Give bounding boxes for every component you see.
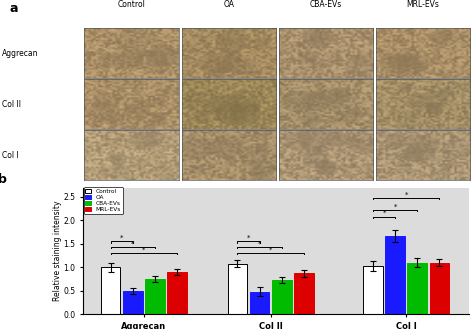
Text: MRL-EVs: MRL-EVs [407, 0, 439, 9]
Text: Control: Control [118, 0, 146, 9]
Bar [250, 292, 270, 314]
Text: Aggrecan: Aggrecan [2, 49, 39, 58]
Text: OA: OA [223, 0, 234, 9]
Bar [123, 291, 143, 314]
Bar [145, 279, 164, 314]
Bar [408, 263, 428, 314]
Bar [363, 266, 383, 314]
Text: *: * [131, 240, 134, 247]
Text: *: * [247, 235, 250, 241]
Text: *: * [142, 246, 146, 252]
Bar [100, 267, 120, 314]
Text: a: a [9, 2, 18, 15]
Text: *: * [405, 192, 408, 198]
Bar [272, 280, 292, 314]
Text: *: * [120, 235, 123, 241]
Bar [294, 273, 314, 314]
Bar [228, 264, 247, 314]
Text: CBA-EVs: CBA-EVs [310, 0, 342, 9]
Text: *: * [269, 246, 272, 252]
Bar [385, 236, 405, 314]
Text: *: * [383, 210, 386, 216]
Text: Col I: Col I [2, 151, 19, 160]
Bar [167, 272, 187, 314]
Text: *: * [258, 240, 261, 247]
Y-axis label: Relative staining intensity: Relative staining intensity [53, 201, 62, 301]
Text: b: b [0, 173, 7, 186]
Text: *: * [393, 204, 397, 210]
Legend: Control, OA, CBA-EVs, MRL-EVs: Control, OA, CBA-EVs, MRL-EVs [83, 187, 123, 214]
Bar [429, 263, 449, 314]
Text: Col II: Col II [2, 100, 21, 109]
